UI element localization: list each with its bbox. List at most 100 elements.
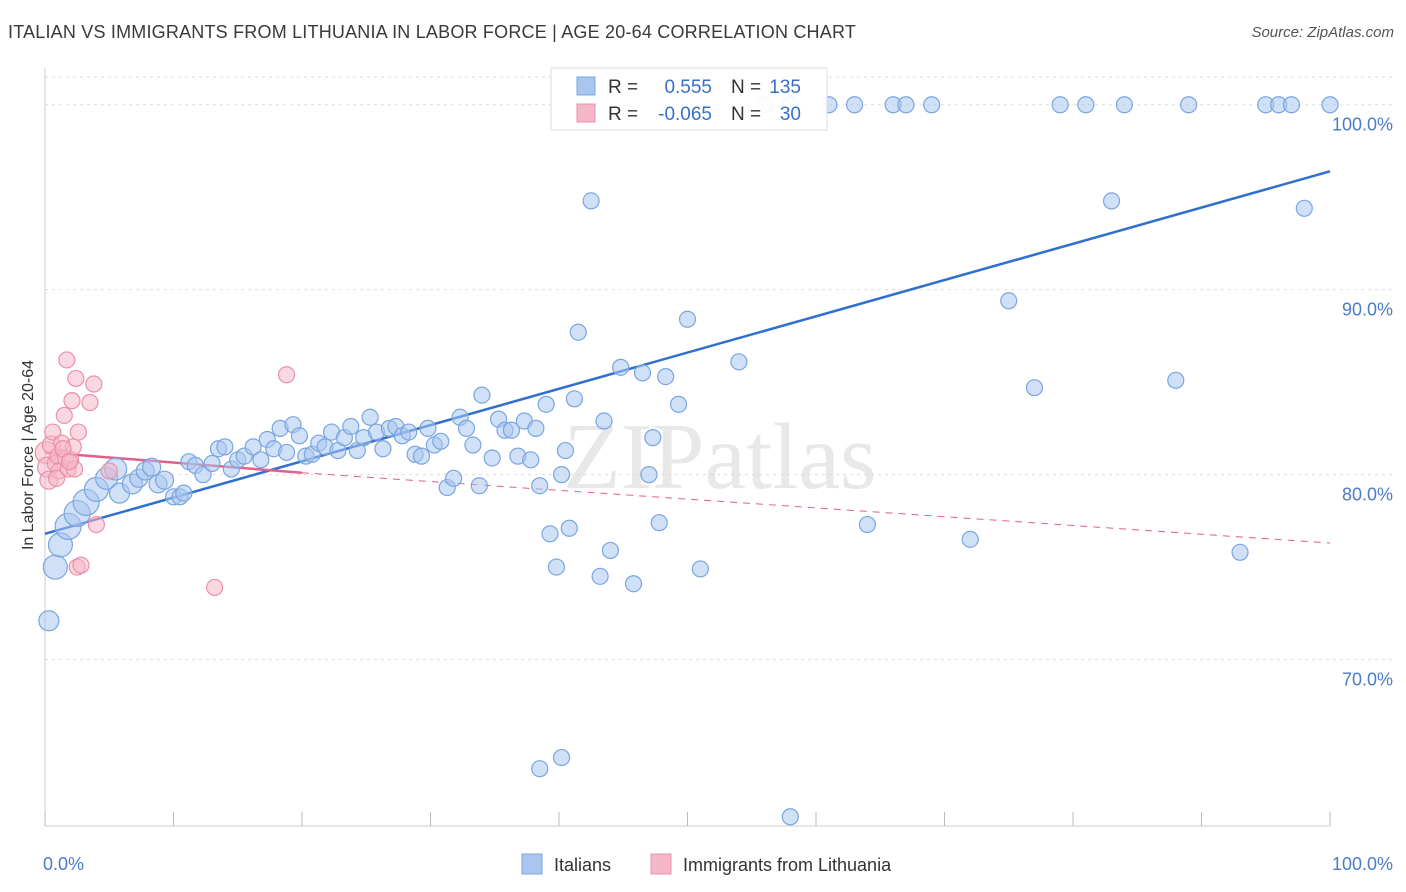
data-point [1295,199,1313,217]
data-point [961,530,979,548]
data-point [552,748,571,767]
data-point [541,525,559,543]
data-point [1321,96,1339,114]
data-point [38,610,60,632]
trend-line [44,451,303,475]
data-point [206,578,224,597]
data-point [464,436,482,454]
data-point [624,575,643,593]
data-point [342,417,360,436]
data-points [34,96,1339,826]
data-point [473,386,491,404]
data-point [72,556,90,574]
legend-label: Immigrants from Lithuania [683,855,892,875]
data-point [100,462,118,480]
data-point [595,412,613,430]
data-point [923,96,941,114]
data-point [58,351,76,369]
data-point [569,323,587,341]
data-point [547,558,566,576]
data-point [552,466,571,484]
data-point [633,364,652,382]
data-point [1102,192,1121,210]
watermark: ZIPatlas [563,405,876,509]
stats-box-frame [550,67,828,131]
y-tick-label: 90.0% [1342,300,1393,320]
y-tick-label: 100.0% [1332,115,1393,135]
data-point [67,369,85,388]
data-point [47,469,66,487]
stats-r-value: -0.065 [658,104,712,125]
data-point [87,515,106,534]
data-point [445,469,463,487]
data-point [845,96,864,114]
data-point [1077,96,1095,114]
stats-r-label: R = [608,104,638,125]
data-point [374,440,392,458]
data-point [644,429,662,447]
data-point [527,419,545,437]
data-point [657,368,675,386]
data-point [63,392,81,410]
stats-swatch [576,103,596,123]
data-point [194,466,212,484]
data-point [277,366,296,384]
data-point [1115,96,1134,114]
data-point [175,484,193,502]
data-point [60,453,79,471]
data-point [1282,96,1301,114]
y-axis-label: In Labor Force | Age 20-64 [20,360,37,550]
data-point [1025,379,1044,397]
data-point [582,192,600,210]
stats-n-value: 30 [780,104,801,125]
data-point [432,432,450,450]
source-credit: Source: ZipAtlas.com [1251,24,1394,41]
data-point [44,423,62,441]
chart-title: ITALIAN VS IMMIGRANTS FROM LITHUANIA IN … [8,22,857,42]
data-point [154,470,175,490]
y-tick-label: 80.0% [1342,485,1393,505]
x-tick-label: 100.0% [1332,854,1393,874]
data-point [142,457,162,477]
data-point [531,760,549,778]
data-point [691,560,709,578]
data-point [537,395,555,413]
data-point [1180,96,1198,114]
data-point [897,96,915,114]
y-tick-label: 70.0% [1342,670,1393,690]
data-point [244,438,262,456]
stats-legend: R = 0.555 N = 135 R = -0.065 N = 30 [550,67,828,131]
grid-lines [45,76,1395,661]
data-point [42,554,68,580]
data-point [85,375,103,393]
trend-line [44,170,1331,536]
stats-n-label: N = [731,77,761,98]
data-point [216,438,234,456]
data-point [730,353,748,371]
data-point [55,406,73,425]
tick-labels: 70.0% 80.0% 90.0% 100.0% 0.0% 100.0% [43,115,1393,874]
data-point [650,514,668,532]
data-point [640,466,658,484]
data-point [612,358,630,376]
data-point [781,808,799,826]
stats-n-value: 135 [769,77,801,98]
data-point [457,419,476,437]
data-point [531,477,549,495]
stats-swatch [576,76,596,96]
data-point [1000,292,1018,310]
data-point [483,449,501,467]
data-point [556,441,575,460]
data-point [412,447,431,465]
data-point [522,451,540,469]
data-point [601,541,620,560]
data-point [565,390,584,408]
data-point [858,515,877,534]
data-point [252,451,270,469]
data-point [203,454,221,473]
data-point [81,393,99,412]
data-point [1167,371,1185,389]
data-point [69,423,88,441]
data-point [678,310,697,328]
